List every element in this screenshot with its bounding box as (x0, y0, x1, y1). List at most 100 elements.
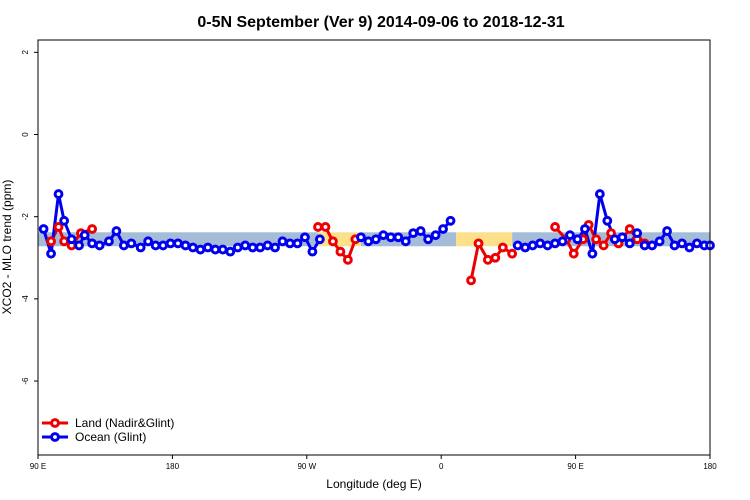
ocean-point-70 (654, 236, 665, 247)
ocean-point-33 (285, 238, 295, 249)
land-point-8 (328, 236, 338, 247)
legend: Land (Nadir&Glint)Ocean (Glint) (42, 416, 174, 444)
land-point-24 (598, 240, 609, 251)
ocean-point-47 (423, 234, 434, 245)
legend-ocean-label: Ocean (Glint) (75, 430, 146, 444)
ocean-point-32 (277, 236, 288, 247)
ocean-point-35 (300, 232, 310, 243)
ocean-point-50 (445, 215, 456, 226)
ocean-point-74 (684, 242, 695, 253)
land-line-segment-10 (469, 241, 481, 282)
ocean-point-75 (692, 238, 702, 249)
ocean-point-52 (520, 242, 531, 253)
ocean-point-3 (59, 215, 70, 226)
x-tick-label-3: 0 (439, 462, 444, 471)
ocean-point-57 (557, 236, 568, 247)
ocean-point-48 (430, 230, 441, 241)
ocean-point-28 (247, 242, 258, 253)
ocean-point-40 (370, 234, 381, 245)
ocean-point-21 (195, 244, 206, 255)
x-tick-label-5: 180 (703, 462, 717, 471)
ocean-point-19 (180, 240, 191, 251)
ocean-point-20 (188, 242, 198, 253)
ocean-point-8 (94, 240, 105, 251)
ocean-point-0 (38, 224, 49, 234)
land-point-12 (466, 275, 476, 286)
x-tick-label-2: 90 W (297, 462, 316, 471)
ocean-point-42 (385, 232, 396, 243)
legend-land-marker (50, 418, 60, 428)
legend-ocean-marker (50, 432, 60, 442)
ocean-point-66 (624, 238, 635, 249)
land-point-0 (46, 236, 56, 247)
land-point-23 (591, 234, 602, 245)
ocean-point-7 (87, 238, 98, 249)
ocean-point-9 (104, 236, 114, 247)
y-axis-label: XCO2 - MLO trend (ppm) (0, 180, 14, 315)
ocean-point-38 (356, 232, 366, 243)
land-point-20 (568, 248, 579, 259)
ocean-point-25 (225, 246, 236, 257)
y-tick-label-1: 0 (21, 132, 30, 137)
land-point-2 (59, 236, 70, 247)
ocean-point-26 (232, 242, 243, 253)
ocean-point-6 (79, 230, 90, 241)
ocean-point-69 (647, 240, 658, 251)
ocean-point-59 (572, 234, 583, 245)
ocean-point-15 (150, 240, 161, 251)
ocean-point-10 (111, 226, 122, 236)
chart-title: 0-5N September (Ver 9) 2014-09-06 to 201… (197, 14, 564, 31)
land-point-13 (473, 238, 484, 249)
ocean-point-44 (400, 236, 411, 247)
ocean-point-45 (408, 228, 419, 239)
ocean-point-27 (240, 240, 251, 251)
plot-frame (37, 39, 711, 456)
ocean-point-31 (270, 242, 280, 253)
ocean-point-46 (415, 226, 426, 236)
ocean-point-34 (292, 238, 303, 249)
land-point-1 (53, 222, 64, 232)
ocean-point-68 (639, 240, 650, 251)
land-point-27 (624, 224, 635, 234)
land-point-9 (335, 246, 346, 257)
ocean-point-17 (165, 238, 176, 249)
ocean-point-39 (363, 236, 374, 247)
land-point-14 (482, 254, 493, 265)
ocean-point-41 (378, 230, 389, 241)
ocean-point-65 (617, 232, 628, 243)
legend-land-label: Land (Nadir&Glint) (75, 416, 174, 430)
ocean-point-56 (550, 238, 560, 249)
ocean-point-58 (565, 230, 575, 241)
x-tick-label-1: 180 (166, 462, 180, 471)
ocean-point-49 (438, 224, 448, 234)
y-tick-label-0: 2 (21, 50, 30, 55)
ocean-point-23 (210, 244, 221, 255)
ocean-point-55 (542, 240, 553, 251)
x-axis: 90 E 180 90 W 0 90 E 180 (30, 455, 717, 471)
ocean-point-53 (527, 240, 538, 251)
ocean-point-11 (118, 240, 129, 251)
ocean-point-13 (135, 242, 146, 253)
land-point-17 (507, 248, 518, 259)
y-tick-label-3: -4 (21, 295, 30, 303)
x-tick-label-4: 90 E (567, 462, 583, 471)
ocean-point-64 (609, 234, 620, 245)
ocean-point-30 (262, 240, 273, 251)
ocean-point-16 (158, 240, 168, 251)
ocean-point-63 (602, 215, 613, 226)
ocean-point-43 (393, 232, 404, 243)
series-points (38, 189, 715, 286)
ocean-point-24 (217, 244, 228, 255)
ocean-point-1 (46, 248, 56, 259)
land-point-5 (87, 224, 98, 234)
land-point-15 (490, 252, 501, 263)
land-point-7 (320, 222, 331, 232)
ocean-point-72 (669, 240, 680, 251)
ocean-point-54 (535, 238, 546, 249)
ocean-point-5 (74, 240, 84, 251)
ocean-point-37 (314, 234, 325, 245)
ocean-point-36 (307, 246, 318, 257)
ocean-point-4 (66, 234, 77, 245)
ocean-point-29 (255, 242, 266, 253)
